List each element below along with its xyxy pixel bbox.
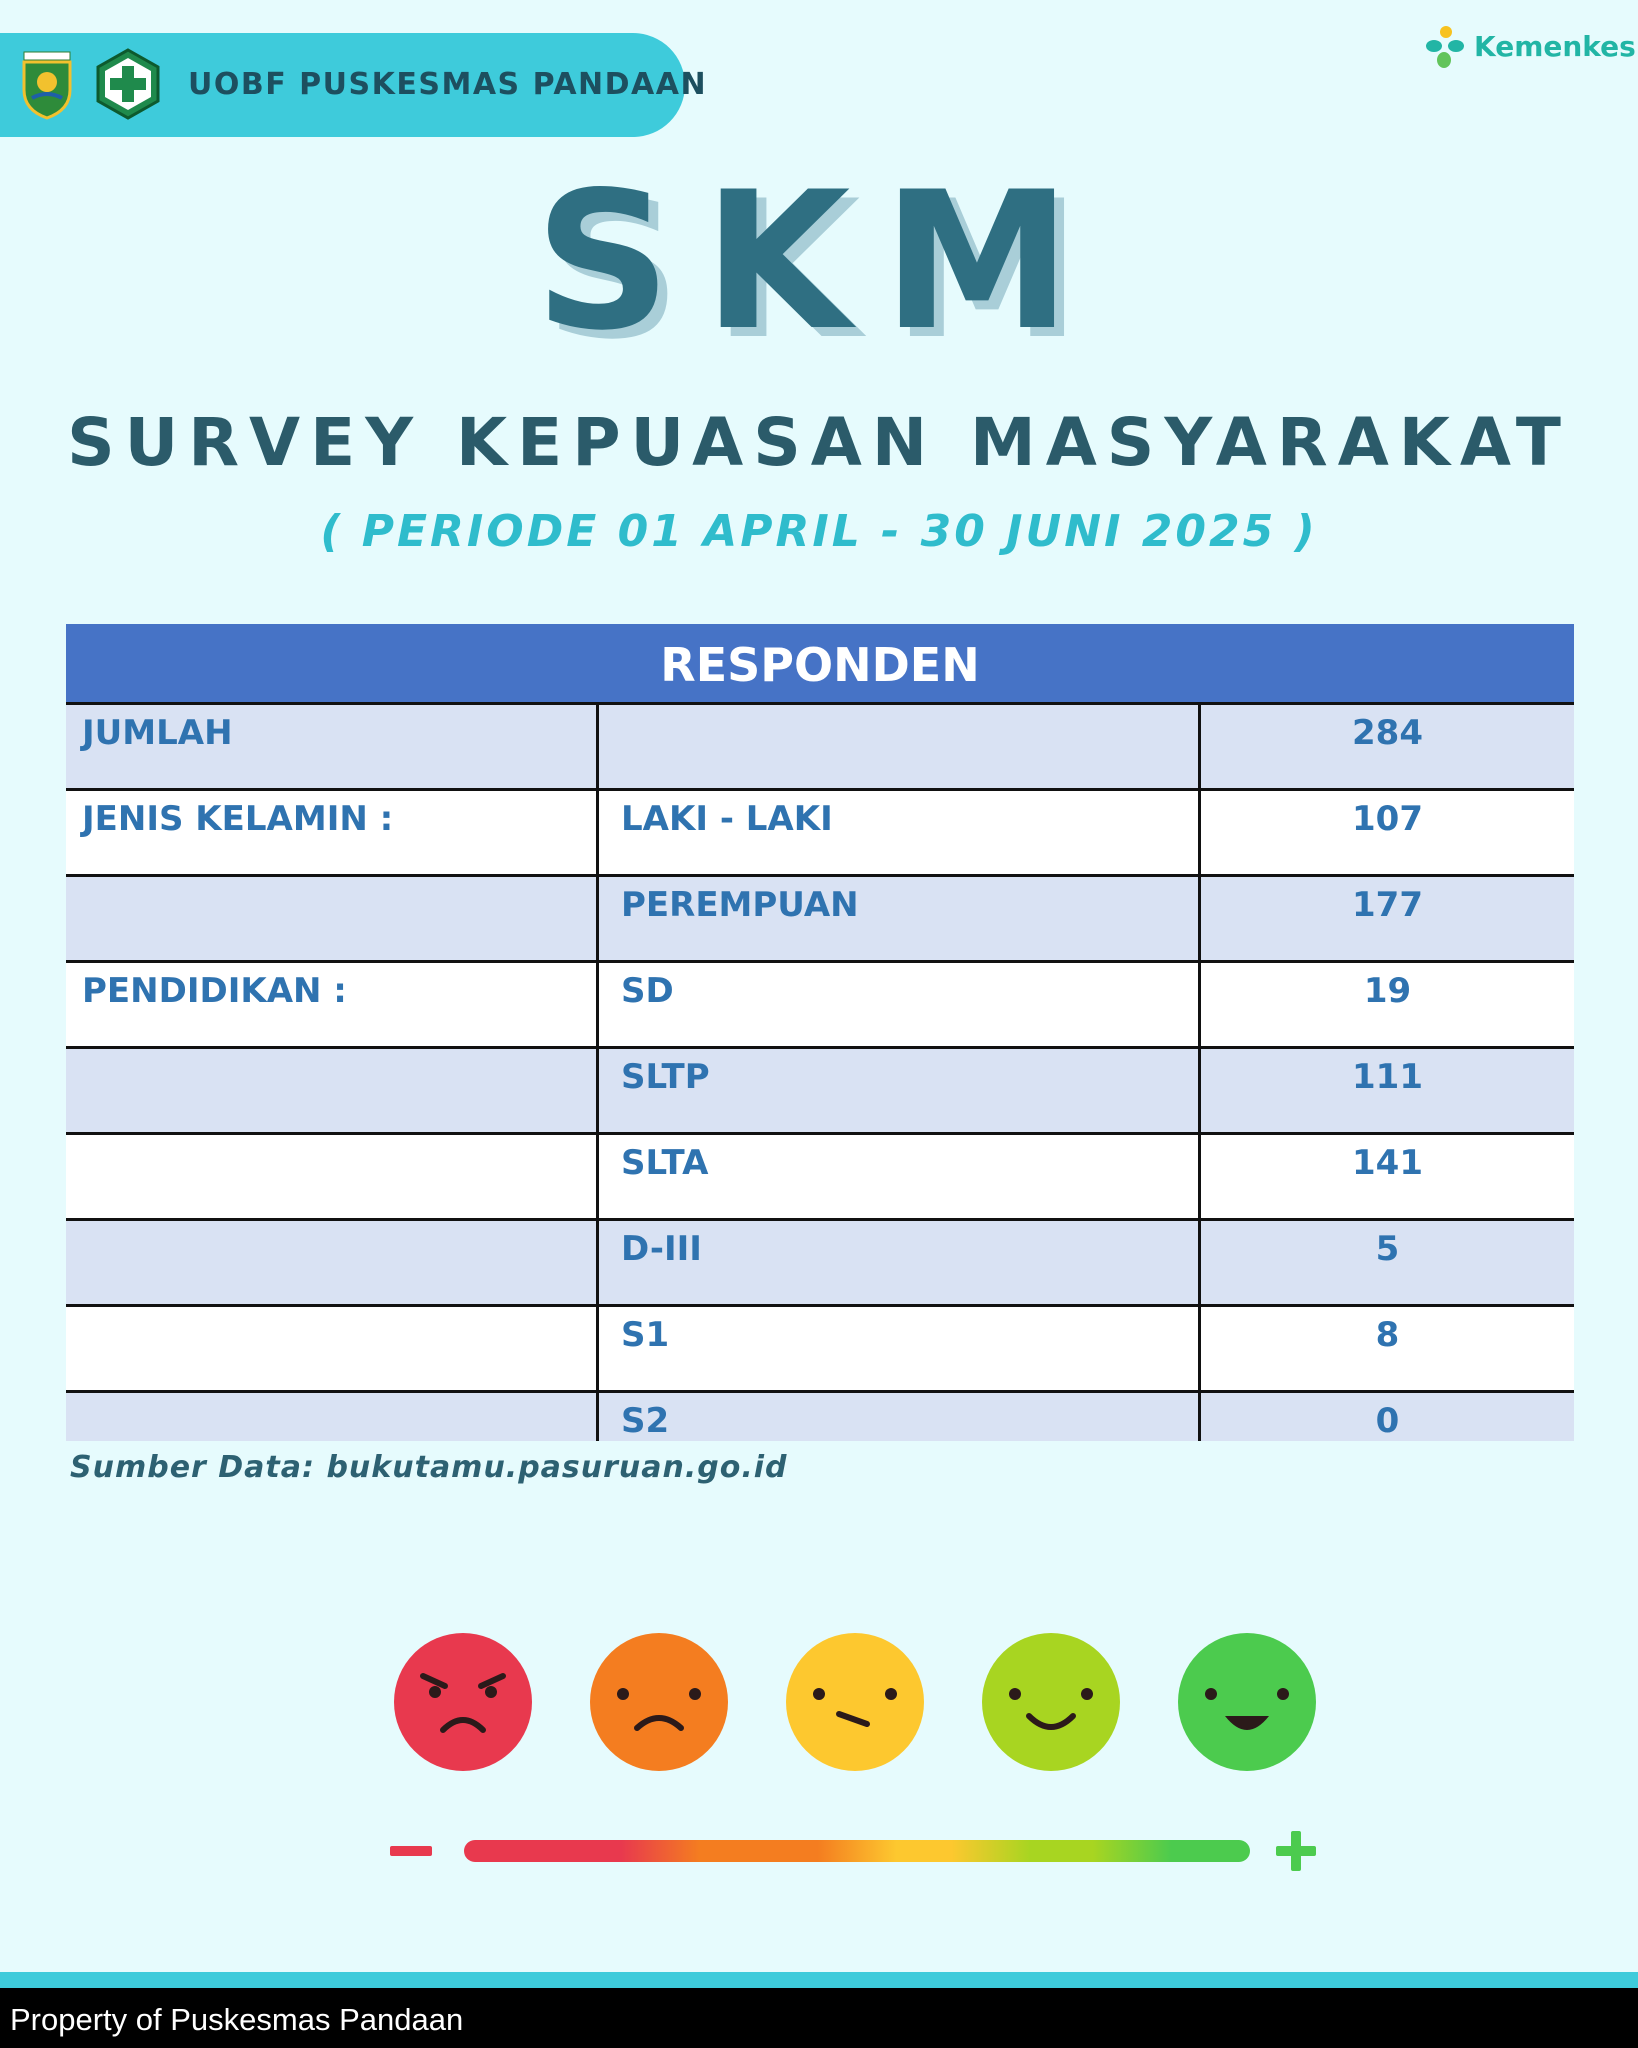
value-cell: 111 [1198, 1049, 1574, 1132]
item-cell: SLTP [596, 1049, 1198, 1132]
table-row: PENDIDIKAN : SD 19 [66, 963, 1574, 1049]
group-cell [66, 1393, 596, 1441]
table-row: JENIS KELAMIN : LAKI - LAKI 107 [66, 791, 1574, 877]
group-cell [66, 1049, 596, 1132]
table-row: SLTP 111 [66, 1049, 1574, 1135]
kemenkes-text: Kemenkes [1474, 30, 1636, 63]
value-cell: 107 [1198, 791, 1574, 874]
table-row: S2 0 [66, 1393, 1574, 1441]
item-cell: S1 [596, 1307, 1198, 1390]
scale-bar [464, 1840, 1250, 1862]
item-cell: SD [596, 963, 1198, 1046]
item-cell: PEREMPUAN [596, 877, 1198, 960]
table-row: JUMLAH 284 [66, 705, 1574, 791]
neutral-face-icon [786, 1633, 924, 1771]
item-cell: S2 [596, 1393, 1198, 1441]
table-row: S1 8 [66, 1307, 1574, 1393]
table-heading: RESPONDEN [66, 624, 1574, 705]
rating-faces [393, 1632, 1323, 1774]
value-cell: 284 [1198, 705, 1574, 788]
happy-face-icon [982, 1633, 1120, 1771]
footer-text: Property of Puskesmas Pandaan [10, 2002, 464, 2037]
regency-seal-icon [22, 51, 72, 120]
very-happy-face-icon [1178, 1633, 1316, 1771]
very-unhappy-face-icon [394, 1633, 532, 1771]
group-cell: JUMLAH [82, 713, 233, 753]
data-source: Sumber Data: bukutamu.pasuruan.go.id [70, 1450, 788, 1485]
group-cell [66, 1221, 596, 1304]
value-cell: 5 [1198, 1221, 1574, 1304]
value-cell: 0 [1198, 1393, 1574, 1441]
footer-band [0, 1972, 1638, 1988]
survey-title: SURVEY KEPUASAN MASYARAKAT [67, 404, 1571, 481]
group-cell [66, 1135, 596, 1218]
item-cell: LAKI - LAKI [596, 791, 1198, 874]
item-cell: D-III [596, 1221, 1198, 1304]
item-cell [596, 705, 1198, 788]
plus-icon-v [1291, 1831, 1301, 1871]
value-cell: 141 [1198, 1135, 1574, 1218]
kemenkes-leaf-icon [1426, 26, 1464, 68]
kemenkes-logo: Kemenkes [1424, 24, 1636, 70]
table-row: D-III 5 [66, 1221, 1574, 1307]
puskesmas-logo-icon [96, 48, 160, 120]
value-cell: 19 [1198, 963, 1574, 1046]
group-cell: JENIS KELAMIN : [82, 799, 394, 839]
respondent-table: RESPONDEN JUMLAH 284 JENIS KELAMIN : LAK… [66, 624, 1574, 1441]
value-cell: 177 [1198, 877, 1574, 960]
group-cell [66, 877, 596, 960]
value-cell: 8 [1198, 1307, 1574, 1390]
unhappy-face-icon [590, 1633, 728, 1771]
satisfaction-scale [390, 1831, 1316, 1871]
minus-icon [390, 1846, 432, 1856]
table-row: PEREMPUAN 177 [66, 877, 1574, 963]
period-subtitle: ( PERIODE 01 APRIL - 30 JUNI 2025 ) [320, 506, 1318, 557]
header-title: UOBF PUSKESMAS PANDAAN [188, 67, 708, 102]
table-row: SLTA 141 [66, 1135, 1574, 1221]
group-cell: PENDIDIKAN : [82, 971, 347, 1011]
item-cell: SLTA [596, 1135, 1198, 1218]
group-cell [66, 1307, 596, 1390]
footer-bar [0, 1988, 1638, 2048]
skm-title: SKM [534, 151, 1104, 372]
